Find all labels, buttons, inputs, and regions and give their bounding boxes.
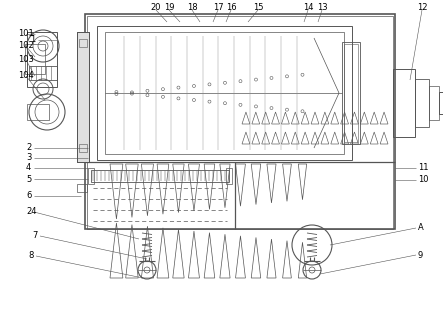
Bar xyxy=(226,168,232,184)
Bar xyxy=(88,168,94,184)
Text: 8: 8 xyxy=(28,252,33,261)
Bar xyxy=(25,44,45,74)
Text: 11: 11 xyxy=(418,164,428,172)
Text: 10: 10 xyxy=(418,176,428,185)
Text: 12: 12 xyxy=(417,3,427,12)
Text: 102: 102 xyxy=(18,41,34,51)
Text: 17: 17 xyxy=(213,3,223,12)
Text: 9: 9 xyxy=(418,251,423,259)
Bar xyxy=(27,32,57,87)
Bar xyxy=(439,92,443,114)
Text: 4: 4 xyxy=(26,164,31,172)
Bar xyxy=(344,44,358,142)
Bar xyxy=(77,32,89,162)
Bar xyxy=(429,86,439,120)
Text: 19: 19 xyxy=(164,3,174,12)
Bar xyxy=(342,42,360,144)
Text: 15: 15 xyxy=(253,3,263,12)
Text: 24: 24 xyxy=(26,208,36,216)
Text: 1: 1 xyxy=(30,35,35,45)
Text: 6: 6 xyxy=(26,192,31,201)
Bar xyxy=(105,32,344,154)
Bar xyxy=(87,16,393,229)
Text: 14: 14 xyxy=(303,3,313,12)
Bar xyxy=(91,170,229,182)
Text: 7: 7 xyxy=(32,231,37,241)
Bar xyxy=(77,184,87,192)
Text: A: A xyxy=(418,224,424,232)
Bar xyxy=(79,39,87,47)
Bar xyxy=(29,66,57,80)
Bar xyxy=(85,14,395,229)
Bar xyxy=(77,32,89,162)
Text: 101: 101 xyxy=(18,30,34,39)
Text: 18: 18 xyxy=(187,3,197,12)
Bar xyxy=(97,26,352,160)
Text: 20: 20 xyxy=(151,3,161,12)
Text: 16: 16 xyxy=(225,3,236,12)
Bar xyxy=(393,69,415,137)
Text: 3: 3 xyxy=(26,154,31,163)
Text: 5: 5 xyxy=(26,175,31,183)
Text: 103: 103 xyxy=(18,56,34,64)
Text: 2: 2 xyxy=(26,143,31,153)
Bar xyxy=(27,104,49,120)
Bar xyxy=(415,79,429,127)
Text: 13: 13 xyxy=(317,3,327,12)
Text: 104: 104 xyxy=(18,72,34,80)
Bar xyxy=(79,144,87,152)
